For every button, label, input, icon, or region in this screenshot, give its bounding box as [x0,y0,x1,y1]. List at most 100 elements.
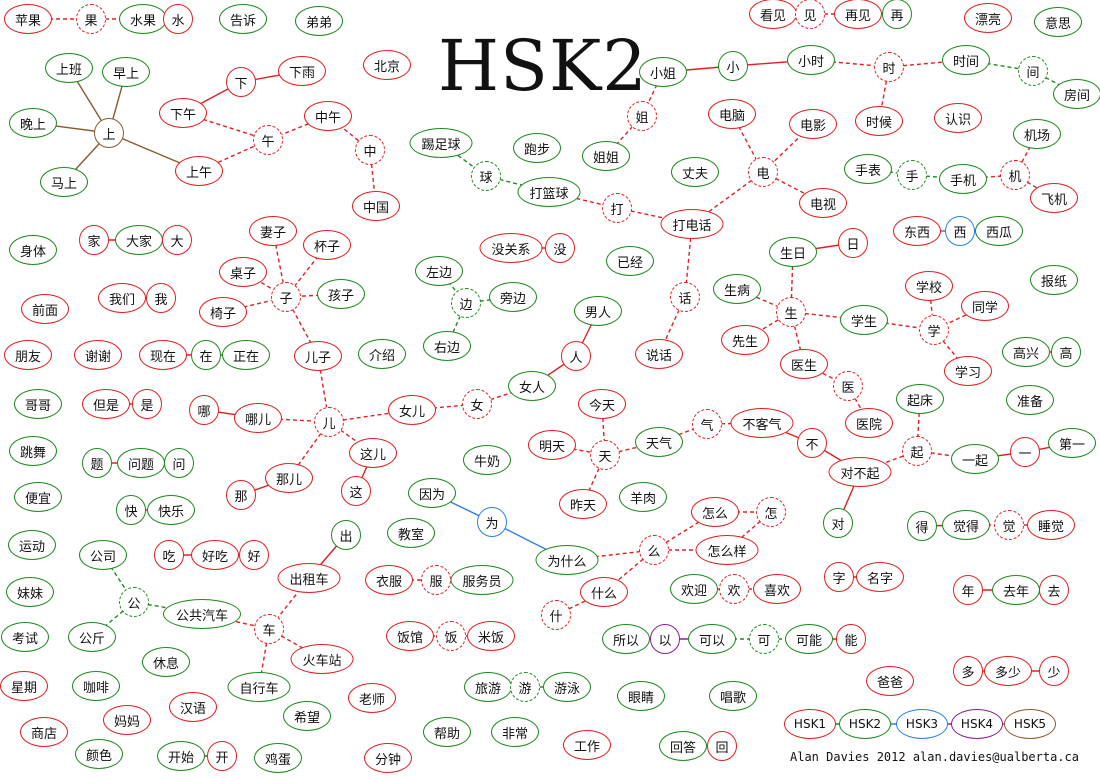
vocab-node: 得 [907,511,937,541]
vocab-node: 问题 [117,448,165,478]
vocab-node: 好 [239,540,269,570]
vocab-node: 妈妈 [103,705,151,735]
vocab-node: 我 [146,283,176,313]
vocab-node: 女人 [508,371,556,401]
vocab-node: 为什么 [535,545,599,575]
vocab-node: 一 [1010,437,1040,467]
vocab-node: 能 [836,624,866,654]
vocab-node: 运动 [8,530,56,560]
vocab-node: 孩子 [317,279,365,309]
vocab-node: 右边 [423,331,471,361]
vocab-node: 去 [1039,575,1069,605]
vocab-node: 高 [1051,337,1081,367]
vocab-node: 午 [253,125,283,155]
vocab-node: 机 [1000,160,1030,190]
vocab-node: 果 [76,4,106,34]
vocab-node: 因为 [408,478,456,508]
vocab-node: 出 [331,520,361,550]
vocab-node: 哥哥 [14,389,62,419]
vocab-node: 题 [82,448,112,478]
vocab-node: 觉得 [942,510,990,540]
vocab-node: HSK5 [1004,709,1056,739]
vocab-node: 这儿 [349,438,397,468]
vocab-node: 可 [749,624,779,654]
vocab-node: 睡觉 [1027,510,1075,540]
vocab-node: 踢足球 [409,128,473,158]
vocab-node: HSK1 [784,709,836,739]
vocab-node: 打电话 [660,209,724,239]
vocab-node: 下雨 [278,56,326,86]
vocab-node: 认识 [934,103,982,133]
vocab-node: 日 [838,228,868,258]
vocab-node: 医院 [845,408,893,438]
vocab-node: 哪儿 [234,403,282,433]
vocab-node: 商店 [20,717,68,747]
page-title: HSK2 [438,25,648,107]
vocab-node: 少 [1039,656,1069,686]
vocab-node: 椅子 [199,297,247,327]
vocab-node: 再 [882,0,912,29]
vocab-node: 衣服 [365,565,413,595]
vocab-node: 饭馆 [386,621,434,651]
edge-n81-n82 [790,311,865,321]
vocab-node: 同学 [961,291,1009,321]
vocab-node: 天气 [635,427,683,457]
vocab-node: 眼睛 [617,681,665,711]
vocab-node: 怎么 [691,497,739,527]
vocab-node: 非常 [491,717,539,747]
vocab-node: 手表 [844,154,892,184]
vocab-node: 开始 [157,741,205,771]
vocab-node: 明天 [528,430,576,460]
vocab-node: 现在 [139,340,187,370]
vocab-node: 旅游 [464,672,512,702]
vocab-node: 学 [919,315,949,345]
vocab-node: 报纸 [1030,265,1078,295]
vocab-node: 生 [776,297,806,327]
vocab-node: 对 [823,508,853,538]
vocab-node: HSK3 [896,709,948,739]
vocab-node: 对不起 [828,457,892,487]
vocab-node: 晚上 [9,108,57,138]
vocab-node: 介绍 [358,339,406,369]
vocab-node: 什 [541,600,571,630]
vocab-node: 以 [650,624,680,654]
vocab-node: 上 [94,118,124,148]
vocab-node: 公司 [79,540,127,570]
vocab-node: 考试 [1,622,49,652]
vocab-node: 男人 [574,296,622,326]
vocab-node: 怎 [756,497,786,527]
vocab-node: 没 [545,233,575,263]
vocab-node: 谢谢 [74,340,122,370]
vocab-node: 妻子 [249,216,297,246]
vocab-node: 米饭 [467,621,515,651]
vocab-node: 为 [477,507,507,537]
vocab-node: 时 [874,52,904,82]
vocab-node: 可以 [688,624,736,654]
vocab-node: 前面 [21,294,69,324]
vocab-node: 羊肉 [619,482,667,512]
vocab-node: 唱歌 [709,681,757,711]
vocab-node: 那 [226,480,256,510]
vocab-node: 电视 [799,188,847,218]
vocab-node: 多 [953,656,983,686]
vocab-node: 打 [602,193,632,223]
vocab-node: 水 [163,4,193,34]
vocab-node: 吃 [154,540,184,570]
vocab-node: 颜色 [75,739,123,769]
vocab-node: 医生 [780,349,828,379]
vocab-node: 子 [271,282,301,312]
vocab-node: 女 [462,389,492,419]
vocab-node: 左边 [415,256,463,286]
vocab-node: 老师 [348,683,396,713]
vocab-node: 欢迎 [670,574,718,604]
vocab-node: 中 [355,135,385,165]
vocab-node: 告诉 [219,4,267,34]
vocab-node: HSK4 [951,709,1003,739]
vocab-node: 妹妹 [6,577,54,607]
vocab-node: 时候 [855,106,903,136]
vocab-node: 可能 [785,624,833,654]
vocab-node: 生病 [713,274,761,304]
vocab-node: 飞机 [1030,183,1078,213]
vocab-node: 大 [162,225,192,255]
vocab-node: 电脑 [708,99,756,129]
